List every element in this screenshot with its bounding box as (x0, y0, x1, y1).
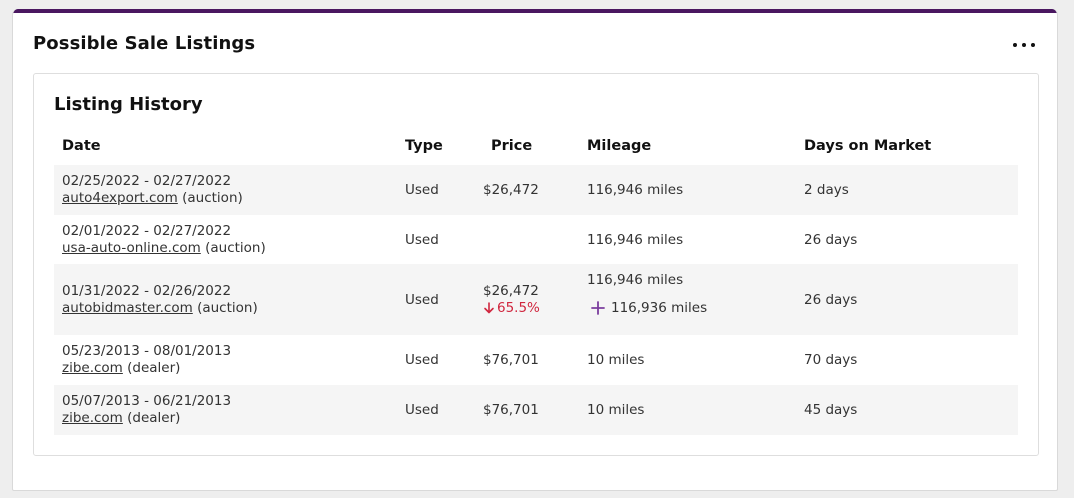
mileage-cell: 10 miles (587, 402, 645, 418)
mileage-cell: 116,946 miles (587, 231, 684, 248)
listing-site-link[interactable]: auto4export.com (62, 190, 178, 206)
table-header: Date Type Price Mileage Days on Market (54, 136, 1018, 166)
listing-kind: (dealer) (127, 410, 181, 426)
price-change: 65.5% (483, 300, 540, 317)
mileage-additional-value: 116,936 miles (611, 300, 708, 316)
type-cell: Used (405, 291, 439, 308)
date-cell: 02/01/2022 - 02/27/2022 usa-auto-online.… (62, 215, 266, 264)
mileage-cell: 116,946 miles 116,936 miles (587, 264, 707, 335)
mileage-cell: 10 miles (587, 352, 645, 368)
table-row: 01/31/2022 - 02/26/2022 autobidmaster.co… (54, 264, 1018, 335)
listing-kind: (auction) (205, 239, 266, 256)
card-title: Possible Sale Listings (33, 33, 256, 54)
card-accent-bar (13, 9, 1057, 13)
listing-kind: (auction) (197, 299, 258, 316)
mileage-additional: 116,936 miles (591, 300, 707, 316)
days-on-market-cell: 70 days (804, 352, 858, 368)
table-row: 05/23/2013 - 08/01/2013 zibe.com (dealer… (54, 335, 1018, 385)
price-cell: $26,472 65.5% (483, 264, 540, 335)
listing-site-link[interactable]: zibe.com (62, 410, 123, 426)
date-cell: 02/25/2022 - 02/27/2022 auto4export.com … (62, 165, 243, 215)
listing-kind: (auction) (182, 190, 243, 206)
mileage-cell: 116,946 miles (587, 182, 684, 198)
listing-site-link[interactable]: autobidmaster.com (62, 299, 193, 316)
price-value: $26,472 (483, 282, 539, 299)
date-cell: 05/23/2013 - 08/01/2013 zibe.com (dealer… (62, 335, 231, 385)
date-range: 02/25/2022 - 02/27/2022 (62, 173, 232, 189)
price-cell: $76,701 (483, 351, 539, 368)
days-on-market-cell: 45 days (804, 402, 858, 418)
price-cell: $26,472 (483, 181, 539, 198)
type-cell: Used (405, 402, 439, 418)
days-on-market-cell: 26 days (804, 291, 858, 308)
listing-kind: (dealer) (127, 360, 181, 376)
more-horizontal-icon (1013, 43, 1035, 47)
listing-history-panel: Listing History Date Type Price Mileage … (33, 73, 1039, 456)
listing-site-link[interactable]: usa-auto-online.com (62, 239, 201, 256)
arrow-down-icon (484, 302, 494, 314)
price-change-percent: 65.5% (497, 299, 540, 316)
listing-site-link[interactable]: zibe.com (62, 360, 123, 376)
days-on-market-cell: 2 days (804, 182, 849, 198)
column-header-mileage: Mileage (587, 138, 652, 154)
table-row: 02/25/2022 - 02/27/2022 auto4export.com … (54, 165, 1018, 215)
column-header-price: Price (491, 138, 533, 154)
table-row: 02/01/2022 - 02/27/2022 usa-auto-online.… (54, 215, 1018, 264)
possible-sale-listings-card: Possible Sale Listings Listing History D… (12, 9, 1058, 491)
table-row: 05/07/2013 - 06/21/2013 zibe.com (dealer… (54, 385, 1018, 435)
type-cell: Used (405, 231, 439, 248)
type-cell: Used (405, 182, 439, 198)
table-body: 02/25/2022 - 02/27/2022 auto4export.com … (54, 165, 1018, 435)
date-range: 05/23/2013 - 08/01/2013 (62, 343, 232, 359)
date-cell: 01/31/2022 - 02/26/2022 autobidmaster.co… (62, 264, 258, 335)
date-range: 05/07/2013 - 06/21/2013 (62, 393, 232, 409)
date-range: 01/31/2022 - 02/26/2022 (62, 282, 232, 299)
listing-history-title: Listing History (54, 94, 203, 115)
price-cell: $76,701 (483, 401, 539, 418)
column-header-date: Date (62, 138, 101, 154)
mileage-value: 116,946 miles (587, 272, 684, 288)
days-on-market-cell: 26 days (804, 231, 858, 248)
column-header-days-on-market: Days on Market (804, 138, 932, 154)
more-options-button[interactable] (1013, 36, 1035, 54)
plus-icon (591, 301, 605, 315)
column-header-type: Type (405, 138, 443, 154)
type-cell: Used (405, 352, 439, 368)
date-range: 02/01/2022 - 02/27/2022 (62, 222, 232, 239)
date-cell: 05/07/2013 - 06/21/2013 zibe.com (dealer… (62, 385, 231, 435)
